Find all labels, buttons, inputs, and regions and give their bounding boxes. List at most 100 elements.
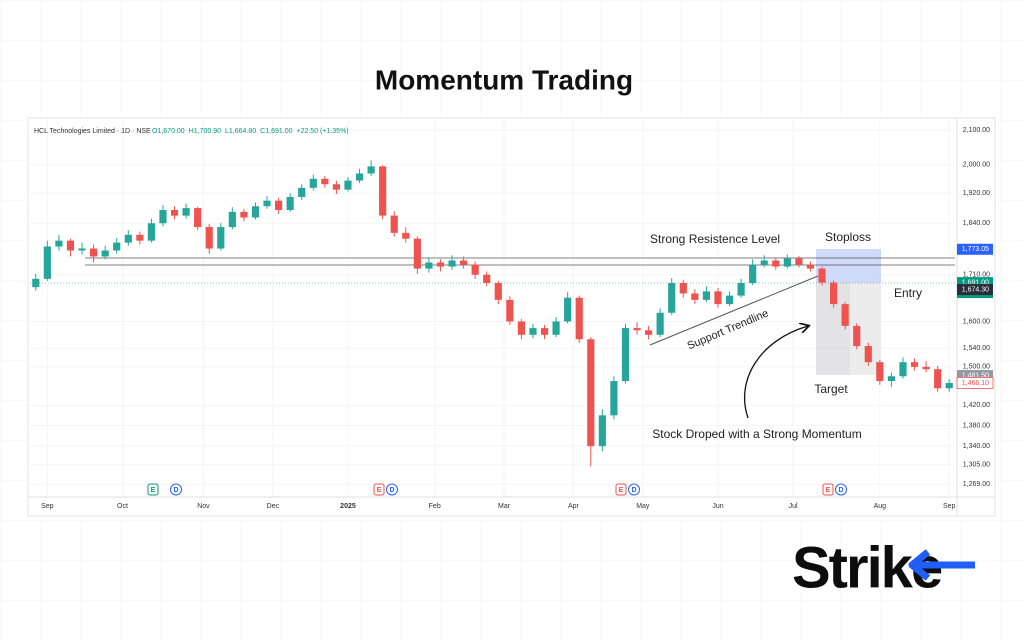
ohlc-value: H1,700.90	[189, 128, 221, 135]
candle-body	[379, 166, 387, 216]
event-label: E	[151, 487, 156, 494]
page-title: Momentum Trading	[375, 64, 633, 95]
event-label: D	[838, 487, 843, 494]
candle-body	[679, 283, 687, 294]
stoploss-box	[816, 249, 881, 283]
x-tick-label: Jul	[789, 503, 798, 510]
candle-body	[737, 283, 745, 296]
candle-body	[506, 299, 514, 322]
event-badge	[822, 483, 834, 496]
momentum-label: Stock Droped with a Strong Momentum	[652, 427, 861, 441]
price-badge-label: 1,481.50	[962, 372, 989, 379]
candle-body	[402, 232, 410, 239]
ohlc-value: O1,670.00	[152, 128, 185, 135]
candle-body	[159, 209, 167, 224]
y-tick-label: 1,305.00	[963, 462, 990, 469]
candle-body	[436, 262, 445, 267]
candle-body	[263, 200, 271, 207]
y-tick-label: 1,710.00	[963, 272, 990, 279]
candle-body	[217, 227, 225, 249]
x-tick-label: Dec	[267, 503, 280, 510]
price-badge	[957, 284, 993, 296]
candle-body	[818, 268, 826, 283]
y-tick-label: 1,840.00	[963, 220, 990, 227]
candle-body	[471, 264, 479, 275]
candle-body	[448, 260, 456, 267]
annotation-arrow	[743, 326, 808, 419]
candle-body	[483, 274, 491, 284]
price-badge-label: 1,691.00	[962, 279, 989, 286]
price-badge	[957, 277, 993, 289]
symbol: HCL Technologies Limited · 1D · NSE	[34, 128, 151, 135]
candle-body	[136, 234, 144, 241]
ohlc-value: L1,664.80	[225, 128, 256, 135]
candle-body	[32, 278, 40, 288]
x-tick-label: Sep	[943, 503, 956, 510]
y-tick-label: 2,100.00	[963, 127, 990, 134]
candle-body	[795, 258, 803, 265]
y-tick-label: 1,420.00	[963, 402, 990, 409]
candle-body	[413, 238, 421, 269]
stoploss-label: Stoploss	[825, 230, 871, 244]
x-tick-label: Mar	[498, 503, 511, 510]
candle-body	[425, 262, 433, 269]
event-badge	[615, 483, 627, 496]
candle-body	[564, 297, 572, 322]
event-badge	[386, 483, 398, 496]
candle-body	[853, 325, 861, 347]
entry-label: Entry	[894, 286, 922, 300]
candle-body	[55, 240, 63, 247]
candle-body	[691, 293, 699, 300]
candle-body	[194, 208, 202, 228]
y-tick-label: 1,600.00	[963, 318, 990, 325]
event-label: E	[619, 487, 624, 494]
candle-body	[575, 297, 583, 340]
y-tick-label: 2,000.00	[963, 161, 990, 168]
candle-body	[90, 248, 98, 257]
event-badge	[147, 483, 159, 496]
candle-body	[714, 291, 722, 305]
candle-body	[460, 260, 468, 265]
y-tick-label: 1,920.00	[963, 190, 990, 197]
event-badge	[628, 483, 640, 496]
candle-body	[830, 282, 838, 305]
x-tick-label: May	[636, 503, 650, 510]
event-label: E	[377, 487, 382, 494]
price-badge-label: 1,674.30	[962, 286, 989, 293]
support-trendline	[649, 275, 819, 346]
event-label: D	[631, 487, 636, 494]
candle-body	[887, 376, 895, 382]
x-tick-label: Oct	[117, 503, 128, 510]
price-badge	[957, 370, 993, 382]
y-tick-label: 1,380.00	[963, 422, 990, 429]
candle-body	[170, 209, 179, 216]
axes: 2,100.00 2,000.00 1,920.00 1,840.00 1,710.00…	[28, 118, 995, 516]
candle-body	[298, 187, 306, 197]
candle-body	[598, 415, 606, 447]
candle-body	[309, 178, 317, 188]
price-badge	[956, 377, 994, 389]
candle-body	[390, 215, 398, 233]
x-tick-label: Sep	[41, 503, 54, 510]
y-tick-label: 1,540.00	[963, 345, 990, 352]
event-badge	[373, 483, 385, 496]
candle-body	[783, 258, 791, 267]
candle-body	[806, 264, 815, 269]
resistance-label: Strong Resistence Level	[650, 232, 780, 246]
price-badge-label: 1,466.10	[962, 380, 989, 387]
x-tick-label: Nov	[197, 503, 210, 510]
candle-body	[205, 227, 213, 249]
event-label: E	[826, 487, 831, 494]
candle-body	[645, 330, 653, 335]
candle-body	[656, 312, 664, 335]
logo-arrow	[908, 549, 975, 581]
candle-body	[66, 240, 75, 251]
x-tick-label: Feb	[429, 503, 441, 510]
candle-body	[749, 264, 757, 284]
candle-body	[552, 321, 560, 335]
price-badge	[957, 243, 993, 255]
candle-body	[286, 196, 294, 210]
candle-body	[182, 208, 190, 216]
